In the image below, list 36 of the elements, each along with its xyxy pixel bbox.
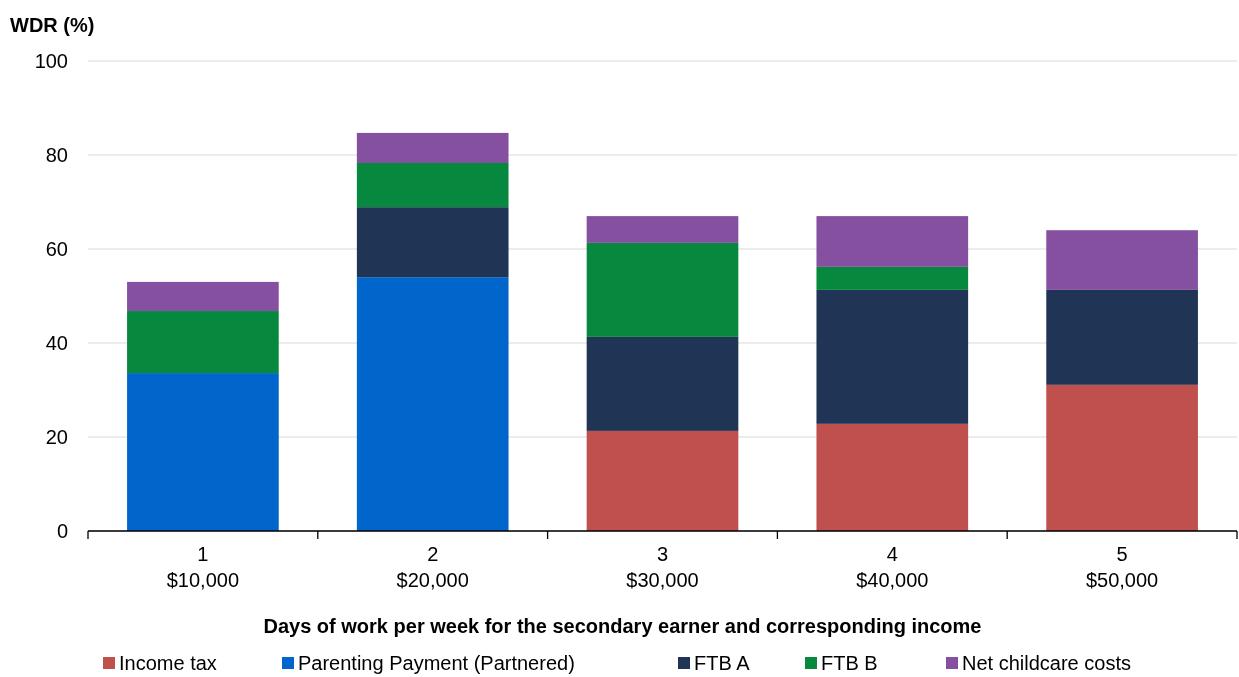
bar — [127, 373, 279, 531]
legend-label: Income tax — [119, 652, 217, 674]
bar — [356, 162, 509, 208]
x-tick-label: 3 $30,000 — [626, 543, 699, 591]
bar — [816, 423, 969, 531]
bar — [816, 289, 969, 424]
bar — [1046, 384, 1198, 531]
bar — [356, 132, 509, 163]
x-axis-title: Days of work per week for the secondary earner and corresponding income — [263, 615, 982, 637]
bar — [816, 266, 969, 290]
bar — [816, 216, 969, 267]
bar — [1046, 230, 1198, 290]
bar — [127, 281, 279, 312]
y-tick-label: 80 — [45, 144, 68, 166]
y-tick-label: 0 — [56, 520, 68, 542]
bar — [586, 430, 739, 531]
y-tick-label: 20 — [45, 426, 68, 448]
bar — [356, 277, 509, 531]
bar — [586, 216, 739, 243]
bar — [127, 311, 279, 374]
x-tick-label: 1 $10,000 — [166, 543, 240, 591]
legend-label: FTB A — [694, 652, 751, 674]
bar — [356, 207, 509, 278]
x-tick-label: 4 $40,000 — [856, 543, 929, 591]
y-tick-label: 60 — [45, 238, 68, 260]
x-tick-label: 2 $20,000 — [396, 543, 469, 591]
bar — [586, 336, 739, 431]
legend-label: FTB B — [821, 652, 878, 674]
bar — [586, 242, 739, 337]
legend-label: Parenting Payment (Partnered) — [298, 652, 575, 674]
y-tick-label: 40 — [45, 332, 68, 354]
y-tick-label: 100 — [34, 50, 68, 72]
legend-label: Net childcare costs — [962, 652, 1131, 674]
y-axis-title: WDR (%) — [10, 14, 95, 36]
bar — [1046, 289, 1198, 385]
x-tick-label: 5 $50,000 — [1085, 543, 1159, 591]
